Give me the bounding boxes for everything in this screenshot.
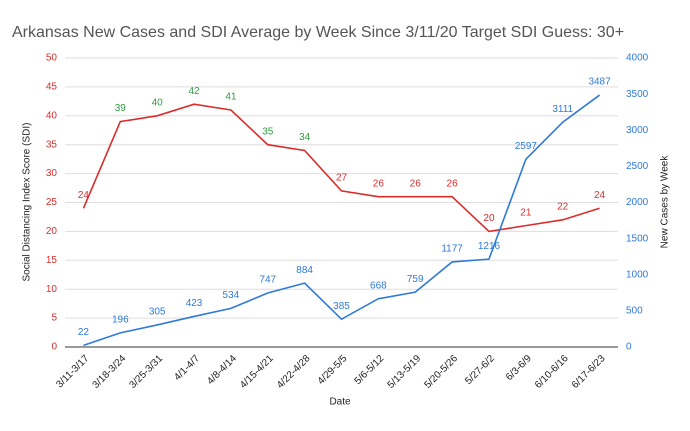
y-tick-label: 45: [46, 82, 58, 93]
data-label: 747: [259, 275, 276, 286]
y2-tick-label: 1000: [626, 269, 649, 280]
x-tick-label: 3/25-3/31: [127, 353, 165, 391]
data-label: 24: [594, 190, 606, 201]
data-label: 35: [262, 126, 274, 137]
data-label: 668: [370, 280, 387, 291]
line: [83, 94, 601, 347]
y-tick-label: 0: [51, 342, 57, 353]
data-label: 385: [333, 301, 350, 312]
data-label: 26: [373, 178, 385, 189]
y-tick-label: 5: [51, 313, 57, 324]
y2-tick-label: 3500: [626, 89, 649, 100]
y2-tick-label: 4000: [626, 53, 649, 64]
data-label: 42: [188, 86, 200, 97]
y-tick-label: 30: [46, 168, 58, 179]
x-tick-label: 5/13-5/19: [386, 353, 424, 391]
data-label: 884: [296, 265, 313, 276]
y-tick-label: 40: [46, 110, 58, 121]
data-label: 34: [299, 132, 311, 143]
data-label: 39: [115, 103, 127, 114]
x-tick-label: 6/17-6/23: [570, 353, 608, 391]
data-label: 22: [78, 327, 90, 338]
y-tick-label: 15: [46, 255, 58, 266]
data-label: 41: [225, 92, 237, 103]
data-label: 24: [78, 190, 90, 201]
y2-tick-label: 2500: [626, 161, 649, 172]
y-axis-label: Social Distancing Index Score (SDI): [22, 123, 33, 282]
x-tick-label: 5/6-5/12: [353, 353, 387, 387]
data-label: 423: [186, 298, 203, 309]
y-tick-label: 20: [46, 226, 58, 237]
y2-tick-label: 2000: [626, 197, 649, 208]
x-axis-label: Date: [329, 397, 351, 408]
x-tick-label: 6/3-6/9: [504, 353, 534, 383]
data-label: 27: [336, 173, 348, 184]
y2-tick-label: 3000: [626, 125, 649, 136]
data-label: 3487: [588, 77, 611, 88]
y-tick-label: 50: [46, 53, 58, 64]
data-label: 40: [152, 97, 164, 108]
y-tick-label: 35: [46, 139, 58, 150]
y2-tick-label: 1500: [626, 233, 649, 244]
data-label: 305: [149, 307, 166, 318]
data-label: 534: [223, 290, 240, 301]
data-label: 26: [410, 178, 422, 189]
data-label: 3111: [552, 104, 573, 115]
y-tick-label: 10: [46, 284, 58, 295]
y2-tick-label: 500: [626, 306, 643, 317]
x-tick-label: 4/22-4/28: [275, 353, 313, 391]
x-tick-label: 4/8-4/14: [205, 353, 239, 387]
x-tick-label: 5/27-6/2: [463, 353, 497, 387]
data-label: 1177: [441, 244, 463, 255]
data-label: 20: [483, 213, 495, 224]
data-label: 22: [557, 201, 569, 212]
line: [82, 103, 600, 233]
data-label: 26: [447, 178, 459, 189]
data-label: 2597: [515, 141, 538, 152]
data-label: 1216: [478, 241, 501, 252]
x-tick-label: 3/18-3/24: [91, 353, 129, 391]
y-tick-label: 25: [46, 197, 58, 208]
x-tick-label: 5/20-5/26: [422, 353, 460, 391]
chart-title: Arkansas New Cases and SDI Average by We…: [12, 24, 624, 41]
x-tick-label: 6/10-6/16: [533, 353, 571, 391]
x-tick-label: 3/11-3/17: [54, 353, 91, 390]
x-tick-label: 4/1-4/7: [172, 353, 202, 383]
x-tick-label: 4/15-4/21: [238, 353, 276, 391]
x-tick-label: 4/29-5/5: [316, 353, 350, 387]
data-label: 196: [112, 314, 129, 325]
y2-tick-label: 0: [626, 342, 632, 353]
y2-axis-label: New Cases by Week: [660, 155, 671, 249]
data-label: 759: [407, 274, 424, 285]
data-label: 21: [520, 207, 532, 218]
